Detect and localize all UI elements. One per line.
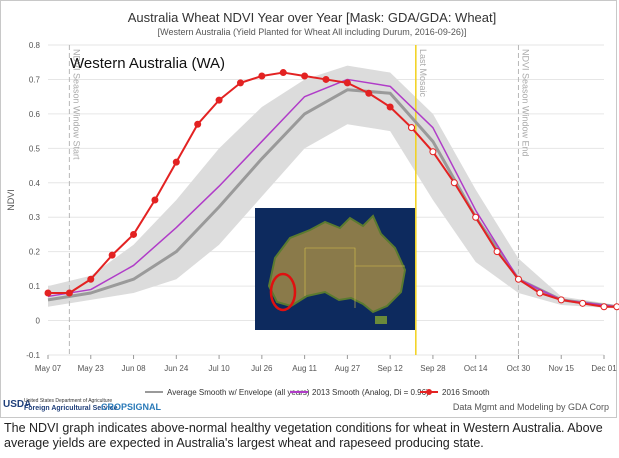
- y-tick-label: 0.4: [29, 179, 41, 188]
- data-point: [215, 96, 223, 104]
- x-tick-label: Aug 27: [335, 364, 361, 373]
- legend-label: Average Smooth w/ Envelope (all years): [167, 388, 310, 397]
- region-label: Western Australia (WA): [70, 55, 225, 72]
- x-tick-label: Nov 15: [549, 364, 575, 373]
- data-point: [236, 79, 244, 87]
- x-tick-label: Oct 14: [464, 364, 488, 373]
- data-point: [258, 72, 266, 80]
- usda-logo: USDA: [3, 399, 32, 410]
- data-point: [322, 75, 330, 83]
- data-point: [386, 103, 394, 111]
- x-tick-label: Jul 26: [251, 364, 273, 373]
- data-point: [130, 230, 138, 238]
- usda-department-text: United States Department of Agriculture: [24, 398, 113, 404]
- series-line: [47, 78, 617, 308]
- figure-caption: The NDVI graph indicates above-normal he…: [4, 421, 603, 450]
- y-tick-label: 0.6: [29, 110, 41, 119]
- data-point: [600, 303, 608, 311]
- x-tick-label: Jun 24: [164, 364, 189, 373]
- x-tick-label: Jun 08: [122, 364, 147, 373]
- data-point: [279, 69, 287, 77]
- y-tick-label: 0: [36, 317, 41, 326]
- x-tick-label: Sep 12: [377, 364, 403, 373]
- legend-marker: [426, 389, 432, 395]
- data-point: [579, 299, 587, 307]
- data-point: [493, 248, 501, 256]
- data-point: [108, 251, 116, 259]
- credit-text: Data Mgmt and Modeling by GDA Corp: [452, 402, 609, 412]
- data-point: [613, 303, 619, 311]
- series-lines: [44, 69, 619, 311]
- wa-highlight-ellipse: [269, 272, 297, 312]
- chart-title: Australia Wheat NDVI Year over Year [Mas…: [128, 10, 497, 25]
- vertical-marker-label: NDVI Season Window Start: [71, 49, 81, 160]
- data-point: [557, 296, 565, 304]
- data-point: [87, 275, 95, 283]
- data-point: [514, 275, 522, 283]
- data-point: [536, 289, 544, 297]
- chart-legend: Average Smooth w/ Envelope (all years) 20…: [145, 388, 490, 397]
- map-land: [267, 214, 407, 314]
- x-tick-label: Aug 11: [292, 364, 317, 373]
- x-tick-label: May 07: [35, 364, 62, 373]
- series-line: [48, 71, 413, 294]
- data-point: [65, 289, 73, 297]
- data-point: [44, 289, 52, 297]
- usda-agency-text: Foreign Agricultural Service: [24, 405, 118, 412]
- y-tick-label: 0.8: [29, 41, 41, 50]
- data-point: [172, 158, 180, 166]
- data-point: [450, 179, 458, 187]
- map-tasmania: [375, 316, 387, 324]
- vertical-marker-label: Last Mosaic: [418, 49, 428, 98]
- x-tick-label: May 23: [78, 364, 105, 373]
- y-tick-label: -0.1: [26, 351, 40, 360]
- y-axis-label: NDVI: [6, 189, 16, 211]
- envelope-band: [48, 65, 617, 309]
- data-point: [343, 79, 351, 87]
- ndvi-chart: Australia Wheat NDVI Year over Year [Mas…: [6, 10, 619, 397]
- x-tick-label: Oct 30: [507, 364, 531, 373]
- data-point: [194, 120, 202, 128]
- legend-label: 2013 Smooth (Analog, Di = 0.96): [312, 388, 429, 397]
- vertical-marker-label: NDVI Season Window End: [520, 49, 530, 157]
- data-point: [472, 213, 480, 221]
- australia-map-image: [255, 208, 415, 330]
- australia-map-inset: [255, 208, 415, 330]
- y-tick-label: 0.7: [29, 75, 41, 84]
- y-tick-label: 0.2: [29, 248, 41, 257]
- y-tick-labels: -0.1 0 0.1 0.2 0.3 0.4 0.5 0.6 0.7 0.8: [26, 41, 40, 360]
- envelope-area: [48, 65, 617, 309]
- y-tick-label: 0.5: [29, 144, 41, 153]
- y-tick-label: 0.3: [29, 213, 41, 222]
- data-point: [429, 148, 437, 156]
- chart-subtitle: [Western Australia (Yield Planted for Wh…: [158, 27, 467, 37]
- x-tick-labels: May 07 May 23 Jun 08 Jun 24 Jul 10 Jul 26 Aug …: [35, 355, 617, 373]
- vertical-markers: NDVI Season Window Start Last Mosaic NDVI …: [68, 45, 530, 355]
- legend-label: 2016 Smooth: [442, 388, 490, 397]
- data-point: [151, 196, 159, 204]
- y-tick-label: 0.1: [29, 282, 41, 291]
- data-point: [301, 72, 309, 80]
- data-point: [365, 89, 373, 97]
- cropsignal-logo: CROPSIGNAL: [101, 402, 162, 412]
- x-tick-label: Dec 01: [591, 364, 617, 373]
- map-state-borders: [304, 247, 405, 308]
- x-tick-label: Sep 28: [420, 364, 446, 373]
- x-tick-label: Jul 10: [208, 364, 230, 373]
- data-point: [408, 124, 416, 132]
